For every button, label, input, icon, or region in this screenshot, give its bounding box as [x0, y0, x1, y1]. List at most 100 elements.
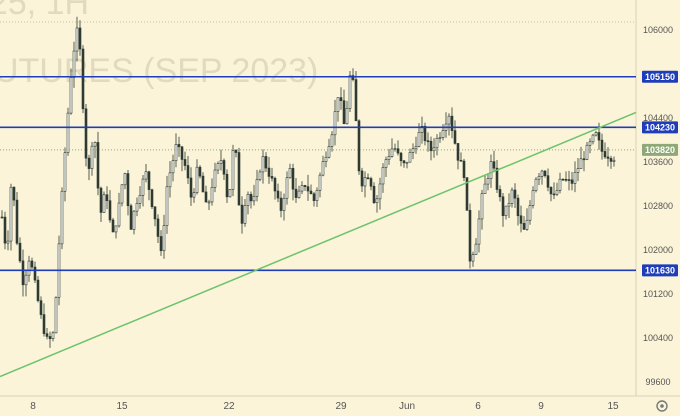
- candle-body: [495, 167, 499, 190]
- level-badge-104230[interactable]: [642, 121, 678, 134]
- candle-body: [189, 177, 193, 198]
- price-tick-label: 102800: [643, 201, 673, 211]
- candle-body: [204, 191, 208, 203]
- candle-body: [585, 144, 589, 160]
- candle-body: [30, 260, 34, 268]
- candle-body: [207, 201, 211, 204]
- candle-body: [411, 148, 415, 153]
- settings-button[interactable]: [656, 400, 668, 412]
- watermark-contract: UTURES (SEP 2023): [0, 52, 318, 90]
- candle-body: [330, 134, 334, 147]
- candle-body: [498, 189, 502, 198]
- candle-body: [243, 205, 247, 224]
- candle-body: [525, 219, 529, 230]
- candle-body: [3, 216, 7, 244]
- candle-body: [453, 130, 457, 144]
- price-axis[interactable]: 106000 104400 103600 102800 102000 101200 1004…: [642, 25, 678, 387]
- candle-body: [105, 194, 109, 201]
- time-tick-label: 9: [538, 401, 544, 412]
- candle-body: [327, 146, 331, 158]
- level-badge-101630[interactable]: [642, 264, 678, 277]
- candle-body: [183, 159, 187, 166]
- candle-body: [414, 145, 418, 150]
- candle-body: [462, 160, 466, 178]
- candle-body: [66, 112, 70, 153]
- candle-body: [24, 274, 28, 286]
- candle-body: [297, 190, 301, 198]
- candle-body: [486, 178, 490, 185]
- candle-body: [477, 218, 481, 245]
- level-badge-105150[interactable]: [642, 70, 678, 83]
- candle-body: [342, 100, 346, 125]
- candle-body: [276, 190, 280, 199]
- candle-body: [471, 254, 475, 262]
- candle-body: [573, 172, 577, 184]
- candle-body: [132, 210, 136, 230]
- candle-body: [447, 115, 451, 125]
- candle-body: [99, 187, 103, 213]
- candle-body: [96, 142, 100, 189]
- candle-body: [144, 171, 148, 180]
- candle-body: [177, 144, 181, 148]
- candle-body: [36, 279, 40, 301]
- candle-body: [582, 158, 586, 161]
- candle-body: [405, 161, 409, 164]
- candle-body: [171, 160, 175, 174]
- candle-body: [564, 178, 568, 181]
- candle-body: [222, 160, 226, 175]
- candle-body: [87, 157, 91, 169]
- candle-body: [597, 132, 601, 141]
- candle-body: [192, 192, 196, 198]
- candle-body: [561, 178, 565, 181]
- candle-body: [345, 108, 349, 125]
- candle-body: [72, 50, 76, 78]
- candle-body: [378, 183, 382, 200]
- time-tick-label: 15: [607, 401, 619, 412]
- price-tick-label: 101200: [643, 289, 673, 299]
- candle-body: [117, 202, 121, 227]
- candle-body: [63, 152, 67, 192]
- candle-body: [60, 190, 64, 245]
- candle-body: [309, 190, 313, 195]
- candle-body: [123, 173, 127, 186]
- candle-body: [438, 137, 442, 139]
- current-price-badge[interactable]: [642, 143, 678, 156]
- candle-body: [90, 145, 94, 169]
- price-tick-label: 100400: [643, 333, 673, 343]
- candle-body: [294, 188, 298, 198]
- candle-body: [384, 159, 388, 168]
- candle-body: [435, 137, 439, 149]
- candle-body: [81, 48, 85, 110]
- time-tick-label: 15: [116, 401, 128, 412]
- candle-body: [270, 176, 274, 179]
- candle-body: [303, 185, 307, 187]
- candle-body: [318, 174, 322, 191]
- candle-body: [213, 169, 217, 188]
- candle-body: [18, 242, 22, 262]
- candle-body: [252, 196, 256, 202]
- candle-body: [516, 197, 520, 217]
- candle-body: [519, 215, 523, 224]
- candle-body: [450, 115, 454, 131]
- time-axis[interactable]: 8 15 22 29 Jun 6 9 15: [30, 401, 619, 412]
- candle-body: [489, 161, 493, 179]
- candle-body: [543, 170, 547, 176]
- candle-body: [396, 148, 400, 154]
- candle-body: [354, 79, 358, 122]
- candle-body: [567, 179, 571, 181]
- candle-body: [375, 198, 379, 204]
- candle-body: [537, 176, 541, 180]
- candle-body: [153, 206, 157, 220]
- candle-body: [558, 178, 562, 191]
- candle-body: [0, 216, 4, 219]
- candle-body: [465, 177, 469, 211]
- candle-body: [363, 177, 367, 187]
- candle-body: [441, 130, 445, 138]
- candle-body: [186, 165, 190, 179]
- time-tick-label: Jun: [399, 401, 415, 412]
- candle-body: [54, 297, 58, 334]
- candle-body: [324, 156, 328, 162]
- gear-icon[interactable]: [656, 400, 668, 412]
